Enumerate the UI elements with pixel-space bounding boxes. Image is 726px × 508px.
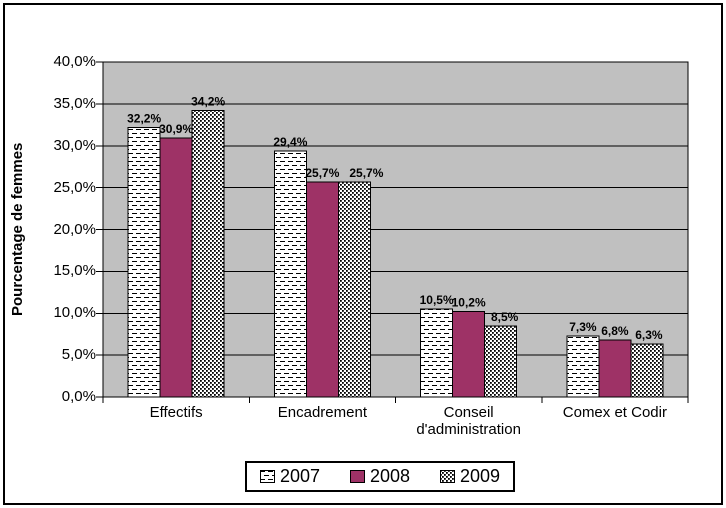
data-label-2007-1: 29,4% [273,135,307,149]
data-label-2009-0: 34,2% [191,95,225,109]
legend-item-2009: 2009 [439,466,500,487]
y-axis-tick-label: 40,0% [53,53,96,70]
data-label-2008-3: 6,8% [601,324,629,338]
data-label-2009-1: 25,7% [349,166,383,180]
bar-2008-0 [159,137,193,398]
legend-swatch-2009-icon [439,470,455,483]
bar-2009-1 [337,181,371,398]
legend-item-2008: 2008 [349,466,411,487]
bar-2009-3 [630,343,664,398]
y-axis-tick-label: 10,0% [53,304,96,322]
legend-item-2007: 2007 [260,466,320,487]
bar-2008-1 [305,181,339,398]
bar-2007-0 [127,126,161,398]
data-label-2009-3: 6,3% [635,328,663,342]
x-axis-category-label: Effectifs [149,404,203,421]
y-axis-tick-label: 30,0% [53,136,96,154]
data-label-2008-0: 30,9% [159,122,193,136]
y-axis-tick-label: 20,0% [53,220,96,238]
bar-2007-3 [566,335,600,398]
data-label-2007-2: 10,5% [420,293,454,307]
y-axis-tick-label: 35,0% [53,94,96,112]
data-label-2007-3: 7,3% [569,320,597,334]
bar-2007-1 [273,150,307,398]
bar-2008-2 [452,311,486,398]
x-axis-category-label: Conseil d'administration [416,404,521,438]
data-label-2008-1: 25,7% [305,166,339,180]
data-label-2007-0: 32,2% [127,111,161,125]
data-label-2008-2: 10,2% [452,296,486,310]
legend-label-2009: 2009 [459,466,500,486]
bar-2008-3 [598,339,632,398]
legend-label-2008: 2008 [369,466,411,486]
bar-2009-0 [191,110,225,398]
y-axis-tick-label: 0,0% [61,388,96,405]
bar-2007-2 [420,308,454,398]
bar-2009-2 [484,325,518,398]
legend: 2007 2008 2009 [245,461,515,492]
y-axis-tick-label: 15,0% [53,262,96,280]
legend-swatch-2008-icon [349,470,365,483]
x-axis-category-label: Encadrement [277,404,367,421]
x-axis-category-label: Comex et Codir [562,404,667,421]
legend-swatch-2007-icon [260,470,275,483]
y-axis-tick-label: 5,0% [61,346,96,364]
data-label-2009-2: 8,5% [491,310,519,324]
legend-label-2007: 2007 [280,466,321,486]
y-axis-tick-label: 25,0% [53,178,96,196]
